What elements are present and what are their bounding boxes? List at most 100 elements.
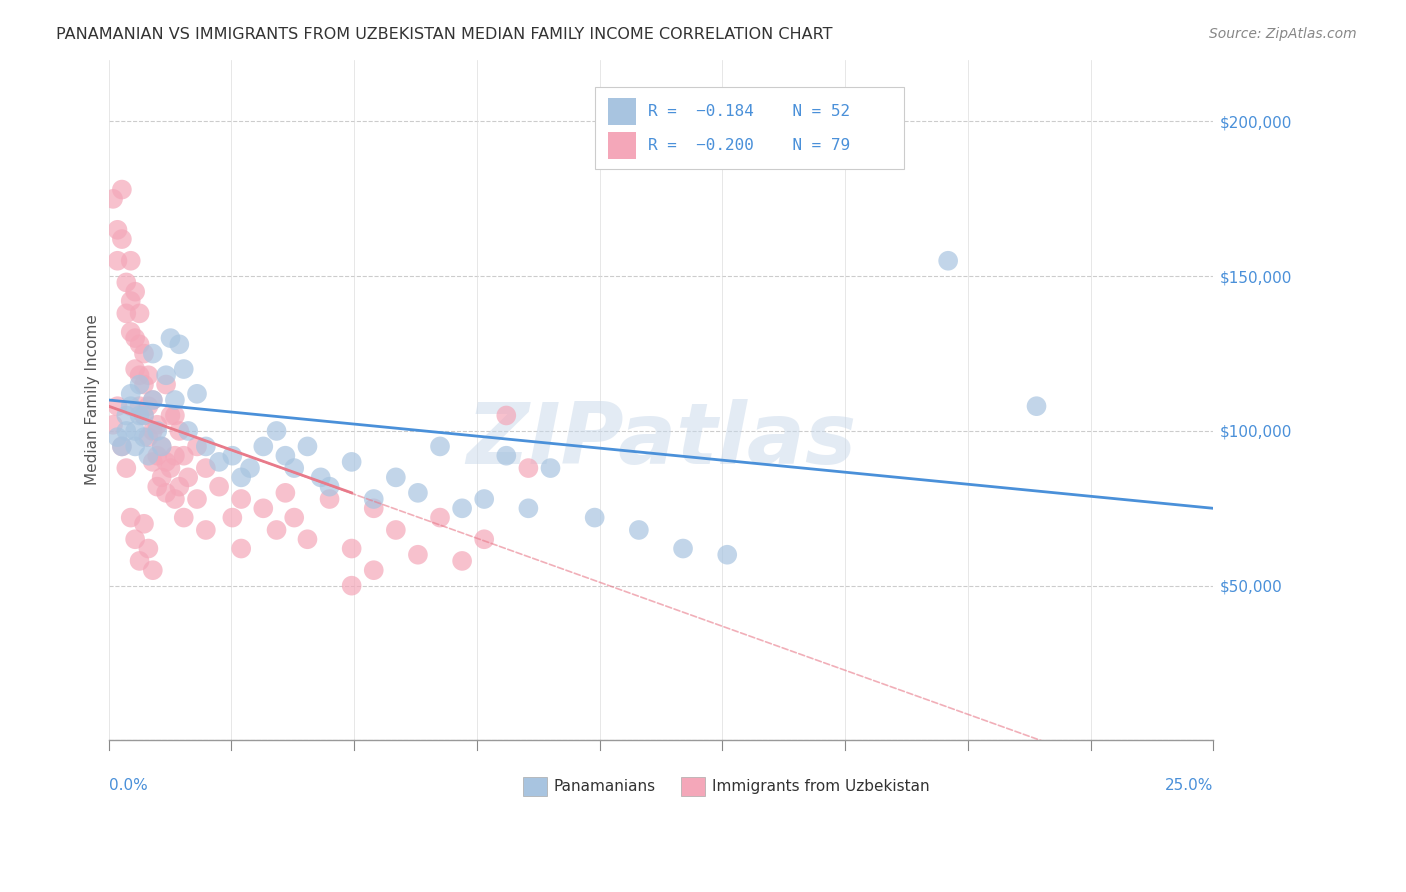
Point — [146, 449, 169, 463]
Point — [239, 461, 262, 475]
Point — [138, 399, 160, 413]
Point — [150, 439, 173, 453]
Point — [111, 183, 134, 197]
Point — [128, 377, 150, 392]
Point — [138, 541, 160, 556]
Point — [138, 430, 160, 444]
Point — [132, 346, 155, 360]
Point — [495, 409, 517, 423]
Point — [115, 424, 138, 438]
Point — [274, 486, 297, 500]
Point — [132, 409, 155, 423]
Point — [138, 449, 160, 463]
Point — [120, 293, 142, 308]
Point — [169, 337, 191, 351]
Point — [128, 409, 150, 423]
Point — [107, 253, 129, 268]
Point — [107, 223, 129, 237]
Point — [221, 449, 243, 463]
Point — [363, 491, 385, 506]
Point — [627, 523, 650, 537]
Point — [231, 491, 253, 506]
Point — [128, 306, 150, 320]
Point — [132, 430, 155, 444]
Point — [159, 461, 181, 475]
Point — [115, 306, 138, 320]
Text: R =  −0.184    N = 52: R = −0.184 N = 52 — [648, 103, 849, 119]
Point — [177, 424, 200, 438]
Point — [451, 501, 474, 516]
Point — [124, 331, 146, 345]
Point — [495, 449, 517, 463]
Point — [155, 455, 177, 469]
Point — [163, 449, 186, 463]
Point — [672, 541, 695, 556]
Point — [142, 346, 165, 360]
Point — [266, 523, 288, 537]
Point — [107, 399, 129, 413]
Point — [128, 399, 150, 413]
Point — [231, 541, 253, 556]
Point — [716, 548, 738, 562]
Point — [115, 276, 138, 290]
Point — [252, 501, 274, 516]
FancyBboxPatch shape — [607, 132, 636, 160]
Point — [163, 491, 186, 506]
Point — [406, 486, 429, 500]
Point — [163, 409, 186, 423]
Point — [363, 563, 385, 577]
Point — [340, 541, 363, 556]
Point — [252, 439, 274, 453]
Point — [208, 480, 231, 494]
Text: ZIPatlas: ZIPatlas — [465, 400, 856, 483]
Point — [283, 461, 305, 475]
Point — [159, 331, 181, 345]
Point — [128, 368, 150, 383]
Point — [173, 510, 195, 524]
Point — [173, 362, 195, 376]
Point — [146, 417, 169, 432]
Point — [150, 439, 173, 453]
Text: 25.0%: 25.0% — [1166, 778, 1213, 793]
Point — [138, 368, 160, 383]
Point — [385, 523, 408, 537]
Point — [283, 510, 305, 524]
FancyBboxPatch shape — [607, 98, 636, 125]
Point — [132, 516, 155, 531]
Point — [451, 554, 474, 568]
Point — [124, 285, 146, 299]
Text: Source: ZipAtlas.com: Source: ZipAtlas.com — [1209, 27, 1357, 41]
Point — [194, 461, 217, 475]
Point — [231, 470, 253, 484]
Point — [146, 424, 169, 438]
Point — [186, 439, 208, 453]
Point — [120, 386, 142, 401]
Point — [186, 491, 208, 506]
Point — [101, 192, 124, 206]
Point — [318, 480, 340, 494]
Y-axis label: Median Family Income: Median Family Income — [86, 315, 100, 485]
Point — [472, 491, 495, 506]
Point — [936, 253, 959, 268]
Point — [155, 377, 177, 392]
Point — [429, 510, 451, 524]
Point — [111, 439, 134, 453]
Point — [221, 510, 243, 524]
Point — [124, 439, 146, 453]
Point — [124, 362, 146, 376]
Point — [1025, 399, 1047, 413]
Point — [385, 470, 408, 484]
Point — [150, 470, 173, 484]
Text: Panamanians: Panamanians — [554, 780, 657, 794]
Point — [177, 470, 200, 484]
Point — [472, 533, 495, 547]
Text: PANAMANIAN VS IMMIGRANTS FROM UZBEKISTAN MEDIAN FAMILY INCOME CORRELATION CHART: PANAMANIAN VS IMMIGRANTS FROM UZBEKISTAN… — [56, 27, 832, 42]
Point — [124, 424, 146, 438]
Point — [173, 449, 195, 463]
Point — [309, 470, 332, 484]
FancyBboxPatch shape — [523, 777, 547, 797]
Point — [120, 253, 142, 268]
Point — [142, 424, 165, 438]
Point — [517, 501, 540, 516]
Text: R =  −0.200    N = 79: R = −0.200 N = 79 — [648, 138, 849, 153]
